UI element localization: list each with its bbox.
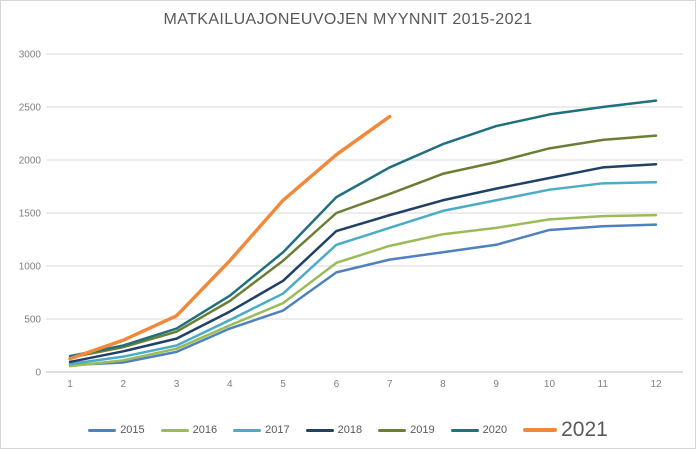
x-tick-label: 1 [67, 379, 73, 390]
y-tick-label: 2000 [19, 156, 42, 167]
y-tick-label: 0 [35, 368, 41, 379]
series-line-2016 [68, 213, 658, 368]
series-line-2018 [68, 162, 658, 364]
legend-item-2015: 2015 [88, 424, 145, 436]
series-line-2015 [68, 223, 658, 367]
legend-label-2019: 2019 [410, 424, 435, 436]
series-line-2020 [68, 99, 658, 358]
legend-item-2020: 2020 [450, 424, 508, 436]
legend-swatch-2021 [523, 428, 558, 432]
x-tick-label: 5 [280, 379, 286, 390]
y-tick-label: 1000 [19, 262, 42, 273]
legend-item-2021: 2021 [523, 418, 608, 442]
legend-swatch-2015 [88, 428, 117, 432]
series-line-2017 [68, 181, 658, 366]
legend-item-2019: 2019 [378, 424, 435, 436]
series-line-2019 [68, 134, 658, 359]
legend-label-2017: 2017 [265, 424, 290, 436]
legend-label-2020: 2020 [482, 424, 508, 436]
x-tick-label: 6 [334, 379, 340, 390]
chart-legend: 2015 2016 2017 2018 2019 2020 2021 [1, 418, 695, 442]
legend-label-2021: 2021 [561, 418, 608, 441]
legend-swatch-2017 [233, 428, 262, 432]
legend-label-2018: 2018 [337, 424, 363, 436]
legend-swatch-2016 [160, 428, 189, 432]
x-tick-label: 12 [650, 379, 662, 390]
legend-swatch-2020 [450, 428, 479, 432]
y-tick-label: 3000 [19, 50, 42, 61]
x-tick-label: 7 [387, 379, 393, 390]
legend-swatch-2019 [378, 428, 407, 432]
x-tick-label: 11 [598, 379, 609, 390]
x-tick-label: 4 [227, 379, 233, 390]
x-tick-label: 10 [544, 379, 556, 390]
series-line-2021 [68, 114, 392, 361]
legend-label-2015: 2015 [120, 424, 145, 436]
y-tick-label: 2500 [19, 103, 42, 114]
y-tick-label: 500 [24, 315, 41, 326]
legend-item-2018: 2018 [305, 424, 363, 436]
x-tick-label: 2 [120, 379, 126, 390]
legend-label-2016: 2016 [192, 424, 218, 436]
legend-item-2017: 2017 [233, 424, 290, 436]
chart-title: MATKAILUAJONEUVOJEN MYYNNIT 2015-2021 [163, 11, 533, 28]
x-tick-label: 3 [174, 379, 180, 390]
legend-item-2016: 2016 [160, 424, 218, 436]
x-tick-label: 8 [440, 379, 446, 390]
legend-swatch-2018 [305, 428, 334, 432]
y-tick-label: 1500 [19, 209, 42, 220]
x-tick-label: 9 [493, 379, 499, 390]
